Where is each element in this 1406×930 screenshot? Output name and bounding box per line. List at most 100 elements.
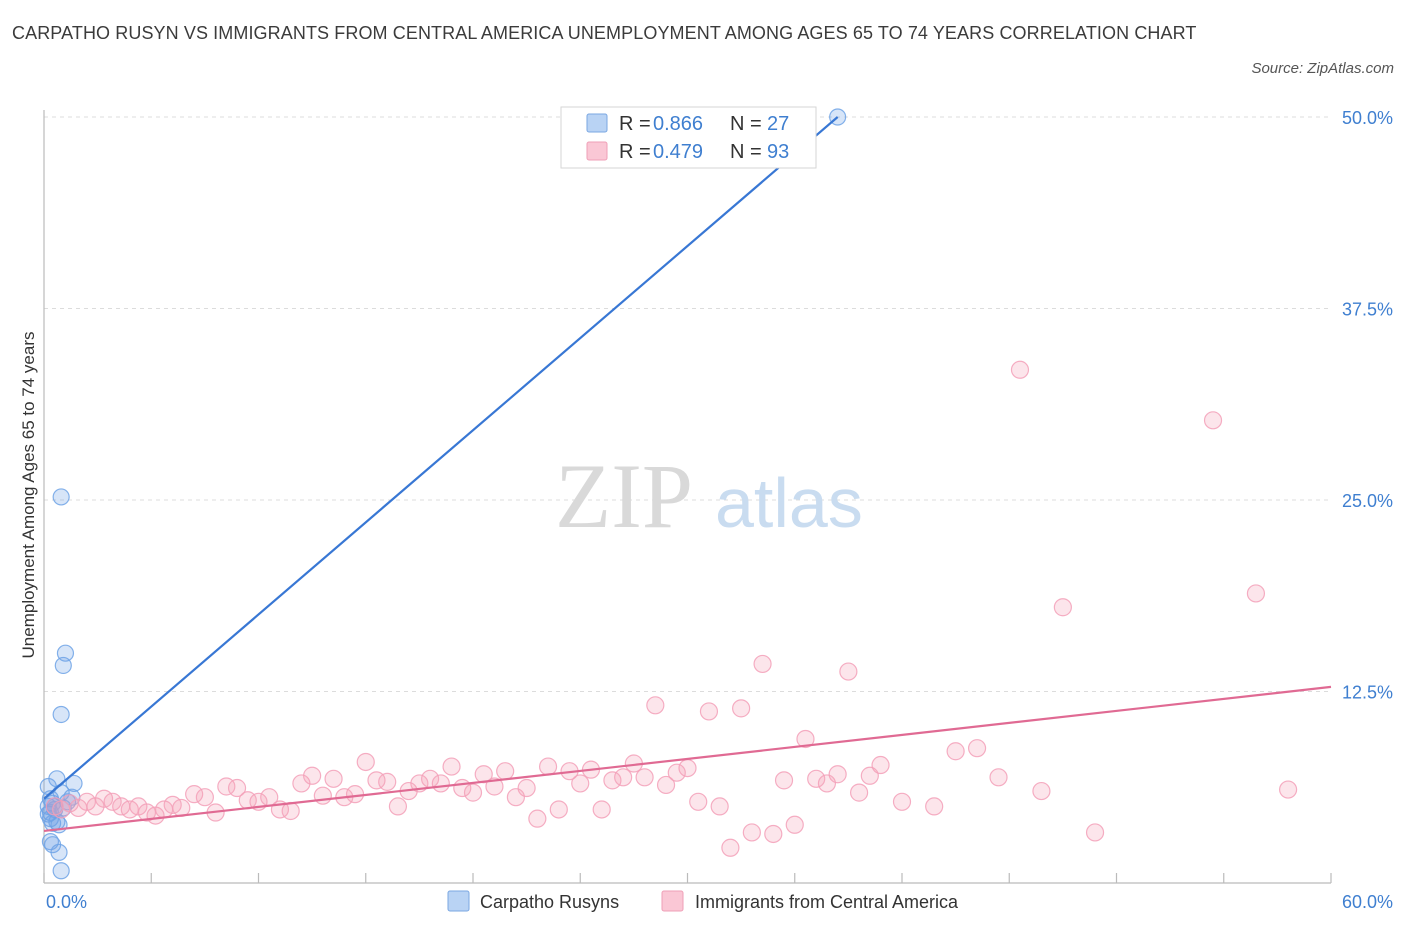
- point-central-america: [892, 792, 912, 811]
- point-central-america: [1246, 584, 1266, 603]
- y-tick-label: 25.0%: [1342, 491, 1393, 511]
- point-central-america: [324, 769, 343, 788]
- point-central-america: [195, 788, 214, 807]
- point-central-america: [721, 838, 740, 857]
- point-central-america: [442, 757, 461, 776]
- point-carpatho-rusyn: [43, 814, 62, 832]
- point-central-america: [345, 785, 365, 804]
- point-central-america: [699, 702, 719, 721]
- point-central-america: [689, 792, 708, 811]
- point-central-america: [356, 752, 375, 772]
- point-central-america: [313, 786, 332, 805]
- point-central-america: [485, 777, 504, 796]
- point-central-america: [303, 766, 322, 785]
- point-central-america: [946, 742, 965, 761]
- series-legend: Carpatho Rusyns Immigrants from Central …: [447, 890, 959, 912]
- point-central-america: [1085, 823, 1105, 842]
- legend-n-value-2: 93: [767, 141, 789, 163]
- point-central-america: [592, 800, 611, 819]
- x-tick-label-max: 60.0%: [1342, 892, 1393, 912]
- y-tick-labels: 12.5% 25.0% 37.5% 50.0%: [1342, 108, 1393, 703]
- watermark-zip: ZIP: [555, 445, 693, 547]
- watermark-atlas: atlas: [715, 464, 863, 542]
- point-central-america: [103, 792, 122, 811]
- point-central-america: [538, 757, 558, 776]
- point-central-america: [185, 785, 204, 804]
- point-central-america: [635, 768, 654, 787]
- point-carpatho-rusyn: [50, 843, 68, 861]
- point-central-america: [528, 809, 547, 828]
- point-carpatho-rusyn: [52, 705, 70, 724]
- point-central-america: [839, 662, 858, 681]
- point-central-america: [967, 739, 987, 758]
- point-carpatho-rusyn: [65, 774, 83, 793]
- point-central-america: [785, 815, 804, 834]
- point-central-america: [496, 762, 515, 781]
- series-legend-swatch-pink: [661, 890, 684, 912]
- x-tick-label-min: 0.0%: [46, 892, 87, 912]
- point-central-america: [860, 766, 879, 785]
- point-central-america: [989, 768, 1008, 787]
- grid-lines: [44, 116, 1331, 692]
- trend-lines: [43, 116, 1332, 833]
- correlation-legend: R = 0.866 N = 27 R = 0.479 N = 93: [560, 106, 817, 169]
- legend-n-label-1: N =: [730, 113, 762, 135]
- point-central-america: [807, 769, 826, 788]
- legend-r-value-1: 0.866: [653, 113, 703, 135]
- point-central-america: [796, 729, 815, 749]
- point-central-america: [1010, 360, 1030, 379]
- point-central-america: [517, 778, 536, 798]
- point-central-america: [774, 771, 794, 790]
- legend-n-value-1: 27: [767, 113, 789, 135]
- point-central-america: [742, 823, 761, 842]
- point-central-america: [871, 755, 890, 775]
- point-central-america: [77, 792, 97, 811]
- point-central-america: [1032, 781, 1051, 801]
- chart-title: CARPATHO RUSYN VS IMMIGRANTS FROM CENTRA…: [12, 23, 1197, 43]
- point-central-america: [646, 696, 665, 715]
- point-central-america: [227, 778, 247, 798]
- point-central-america: [764, 824, 783, 844]
- point-central-america: [925, 797, 944, 816]
- point-central-america: [732, 699, 751, 718]
- watermark: ZIP atlas: [555, 445, 863, 547]
- legend-r-label-1: R =: [619, 113, 651, 135]
- series-legend-swatch-blue: [447, 890, 470, 912]
- point-central-america: [710, 797, 729, 816]
- legend-r-value-2: 0.479: [653, 141, 703, 163]
- legend-r-label-2: R =: [619, 141, 651, 163]
- point-carpatho-rusyn: [48, 770, 66, 788]
- point-central-america: [753, 654, 772, 674]
- point-central-america: [378, 772, 397, 791]
- point-central-america: [849, 783, 869, 802]
- point-central-america: [656, 775, 676, 795]
- point-central-america: [549, 800, 568, 819]
- point-central-america: [571, 774, 590, 793]
- y-tick-label: 50.0%: [1342, 108, 1393, 128]
- x-tick-marks: [43, 873, 1332, 883]
- legend-swatch-blue: [586, 113, 608, 133]
- legend-n-label-2: N =: [730, 141, 762, 163]
- point-central-america: [603, 771, 622, 790]
- point-carpatho-rusyn: [56, 644, 75, 662]
- y-tick-label: 12.5%: [1342, 683, 1393, 703]
- point-central-america: [431, 774, 450, 793]
- y-axis-title: Unemployment Among Ages 65 to 74 years: [19, 332, 38, 659]
- point-central-america: [614, 768, 633, 787]
- source-label: Source: ZipAtlas.com: [1251, 60, 1394, 77]
- trendline-carpatho-rusyns: [43, 116, 839, 800]
- point-carpatho-rusyn: [52, 488, 70, 506]
- legend-swatch-pink: [586, 141, 608, 161]
- trendline-central-america: [43, 685, 1332, 833]
- point-central-america: [667, 763, 686, 782]
- point-central-america: [828, 765, 847, 784]
- point-central-america: [1203, 411, 1223, 430]
- series-legend-label-1: Carpatho Rusyns: [480, 892, 619, 912]
- point-central-america: [388, 797, 408, 816]
- point-central-america: [1278, 780, 1298, 799]
- point-central-america: [678, 758, 697, 778]
- y-tick-label: 37.5%: [1342, 300, 1393, 320]
- point-central-america: [463, 783, 483, 802]
- point-carpatho-rusyn: [52, 862, 70, 880]
